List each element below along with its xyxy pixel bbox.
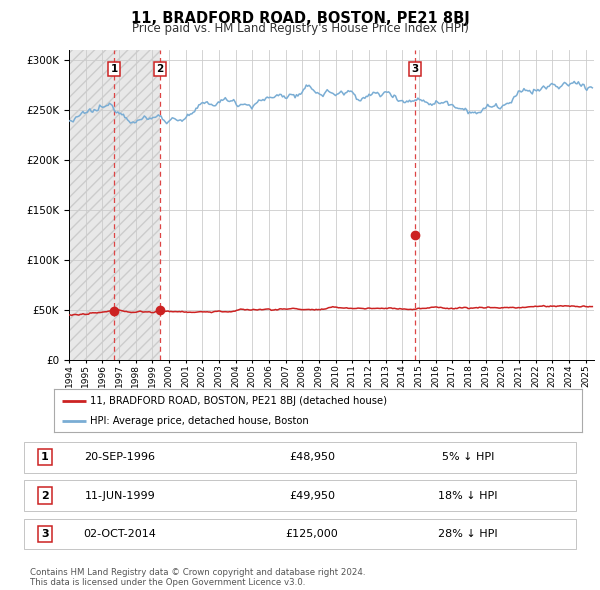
Text: 18% ↓ HPI: 18% ↓ HPI — [438, 491, 498, 500]
Text: HPI: Average price, detached house, Boston: HPI: Average price, detached house, Bost… — [90, 417, 308, 426]
Text: 11, BRADFORD ROAD, BOSTON, PE21 8BJ: 11, BRADFORD ROAD, BOSTON, PE21 8BJ — [131, 11, 469, 25]
Text: 20-SEP-1996: 20-SEP-1996 — [85, 453, 155, 462]
Text: £49,950: £49,950 — [289, 491, 335, 500]
Bar — [115, 50, 160, 360]
Text: 2: 2 — [156, 64, 163, 74]
Text: 11-JUN-1999: 11-JUN-1999 — [85, 491, 155, 500]
Text: £48,950: £48,950 — [289, 453, 335, 462]
Text: Price paid vs. HM Land Registry's House Price Index (HPI): Price paid vs. HM Land Registry's House … — [131, 22, 469, 35]
Bar — [69, 50, 115, 360]
Text: 11, BRADFORD ROAD, BOSTON, PE21 8BJ (detached house): 11, BRADFORD ROAD, BOSTON, PE21 8BJ (det… — [90, 396, 387, 406]
Text: £125,000: £125,000 — [286, 529, 338, 539]
Text: 1: 1 — [41, 453, 49, 462]
Bar — [69, 50, 115, 360]
Text: 5% ↓ HPI: 5% ↓ HPI — [442, 453, 494, 462]
Bar — [115, 50, 160, 360]
Text: Contains HM Land Registry data © Crown copyright and database right 2024.
This d: Contains HM Land Registry data © Crown c… — [30, 568, 365, 587]
Text: 2: 2 — [41, 491, 49, 500]
Text: 02-OCT-2014: 02-OCT-2014 — [83, 529, 157, 539]
Text: 28% ↓ HPI: 28% ↓ HPI — [438, 529, 498, 539]
Text: 1: 1 — [111, 64, 118, 74]
Text: 3: 3 — [411, 64, 418, 74]
Text: 3: 3 — [41, 529, 49, 539]
